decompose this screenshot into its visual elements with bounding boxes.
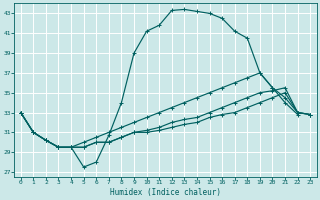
X-axis label: Humidex (Indice chaleur): Humidex (Indice chaleur) <box>110 188 221 197</box>
